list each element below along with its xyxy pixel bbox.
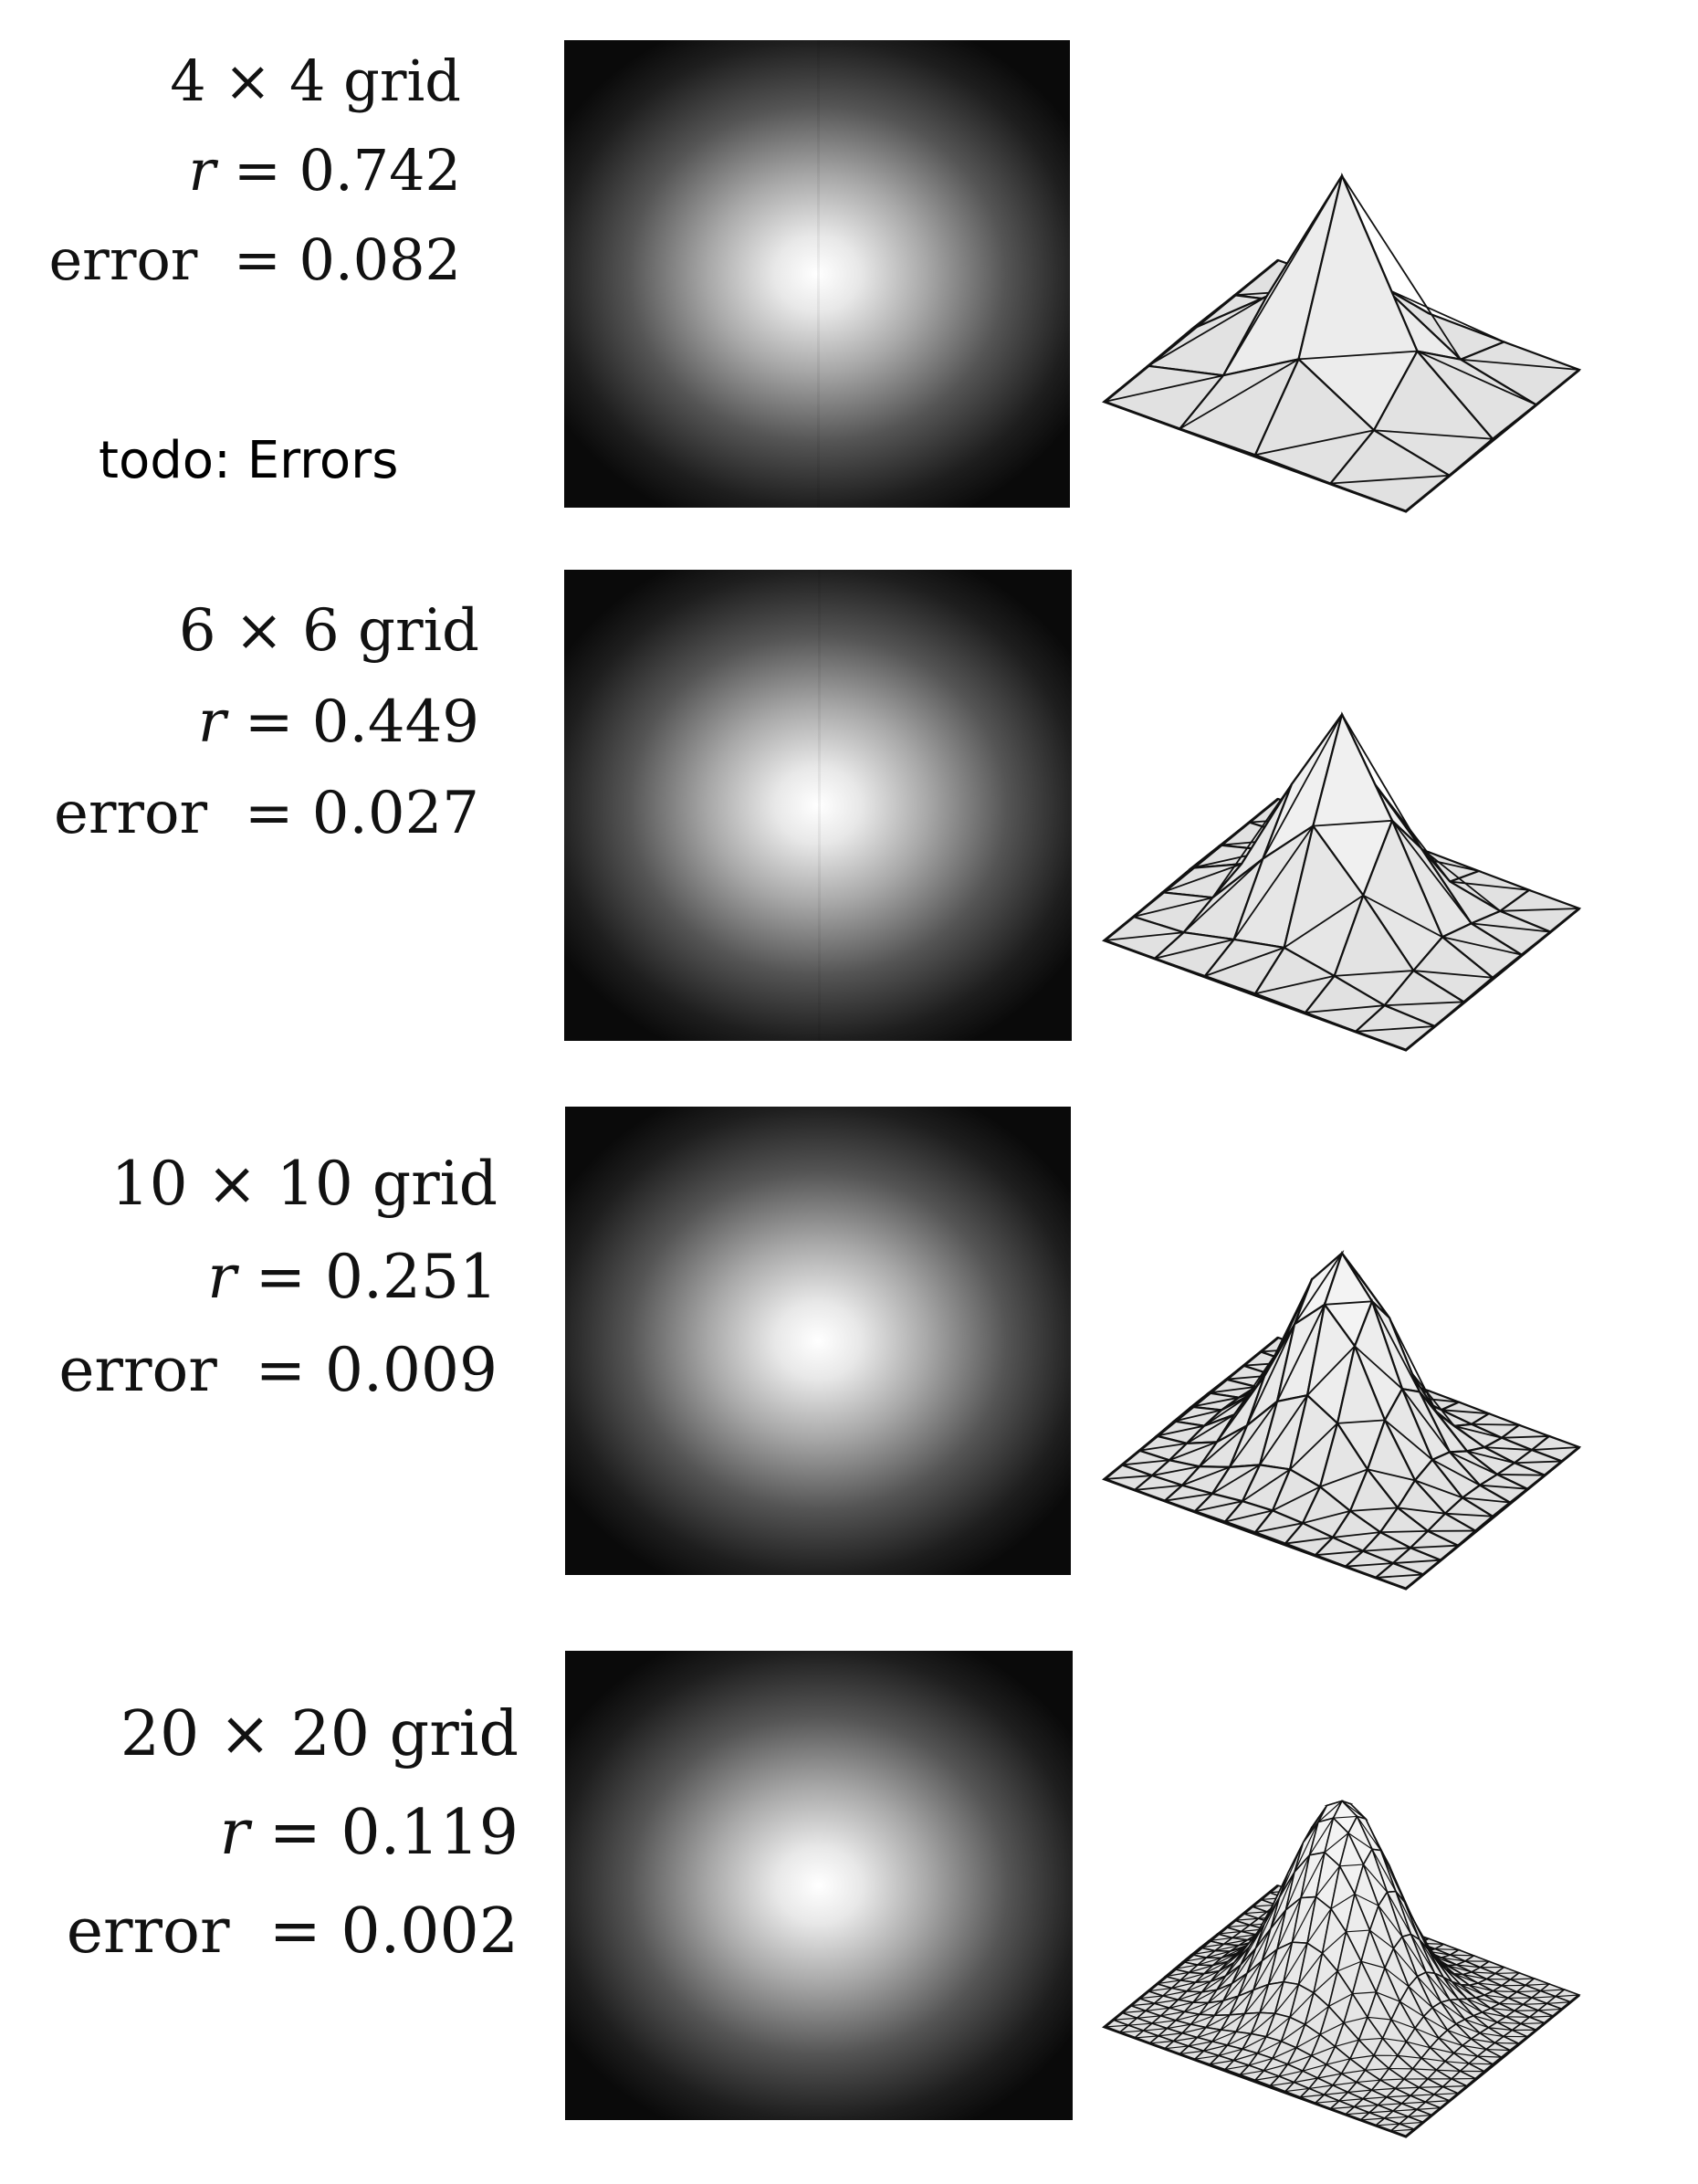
- mesh-diagonal: [1495, 1973, 1519, 1974]
- row-4-r-value: r = 0.119: [220, 1797, 519, 1869]
- row-3-error-number: = 0.009: [256, 1335, 498, 1405]
- row-2-density-image: [564, 570, 1072, 1041]
- todo-note: todo: Errors: [99, 431, 398, 490]
- row-1-density-image: [564, 40, 1070, 508]
- row-3-grid-label: 10 × 10 grid: [111, 1149, 498, 1219]
- row-1-error-value: error = 0.082: [48, 226, 461, 293]
- mesh-diagonal: [1521, 2023, 1545, 2024]
- row-3-density-image: [565, 1107, 1071, 1575]
- row-1-grid-label: 4 × 4 grid: [170, 47, 461, 114]
- row-4-r-number: = 0.119: [269, 1797, 519, 1869]
- row-3-mesh-surface: [1086, 1196, 1598, 1625]
- row-3-error-value: error = 0.009: [58, 1335, 498, 1405]
- row-1-r-number: = 0.742: [234, 137, 461, 204]
- row-1-error-number: = 0.082: [234, 226, 461, 293]
- row-2-r-value: r = 0.449: [198, 688, 479, 756]
- row-2-mesh-surface: [1086, 657, 1598, 1087]
- mesh-diagonal: [1443, 2086, 1467, 2087]
- mesh-diagonal: [1469, 2063, 1493, 2064]
- row-2-r-symbol: r: [198, 688, 226, 756]
- mesh-diagonal: [1472, 1424, 1519, 1425]
- row-1-error-label: error: [48, 226, 197, 293]
- row-4-error-label: error: [67, 1895, 230, 1968]
- row-3-error-label: error: [58, 1335, 216, 1405]
- row-1-mesh-surface: [1086, 119, 1598, 548]
- row-2-error-label: error: [54, 780, 207, 847]
- row-2-error-value: error = 0.027: [54, 780, 479, 847]
- row-4-error-value: error = 0.002: [67, 1895, 519, 1968]
- row-4-r-symbol: r: [220, 1797, 250, 1869]
- row-2-error-number: = 0.027: [245, 780, 479, 847]
- row-4-grid-label: 20 × 20 grid: [121, 1698, 519, 1770]
- row-1-r-symbol: r: [188, 137, 215, 204]
- row-3-r-value: r = 0.251: [207, 1242, 498, 1312]
- row-4-mesh-surface: [1086, 1744, 1598, 2173]
- row-2-r-number: = 0.449: [245, 688, 479, 756]
- row-3-r-number: = 0.251: [256, 1242, 498, 1312]
- row-1-r-value: r = 0.742: [188, 137, 461, 204]
- row-2-grid-label: 6 × 6 grid: [179, 597, 479, 665]
- row-4-density-image: [565, 1651, 1073, 2120]
- mesh-diagonal: [1451, 1955, 1474, 1956]
- mesh-diagonal: [1495, 2042, 1519, 2043]
- row-3-r-symbol: r: [207, 1242, 236, 1312]
- mesh-diagonal: [1420, 2086, 1443, 2087]
- row-4-error-number: = 0.002: [269, 1895, 519, 1968]
